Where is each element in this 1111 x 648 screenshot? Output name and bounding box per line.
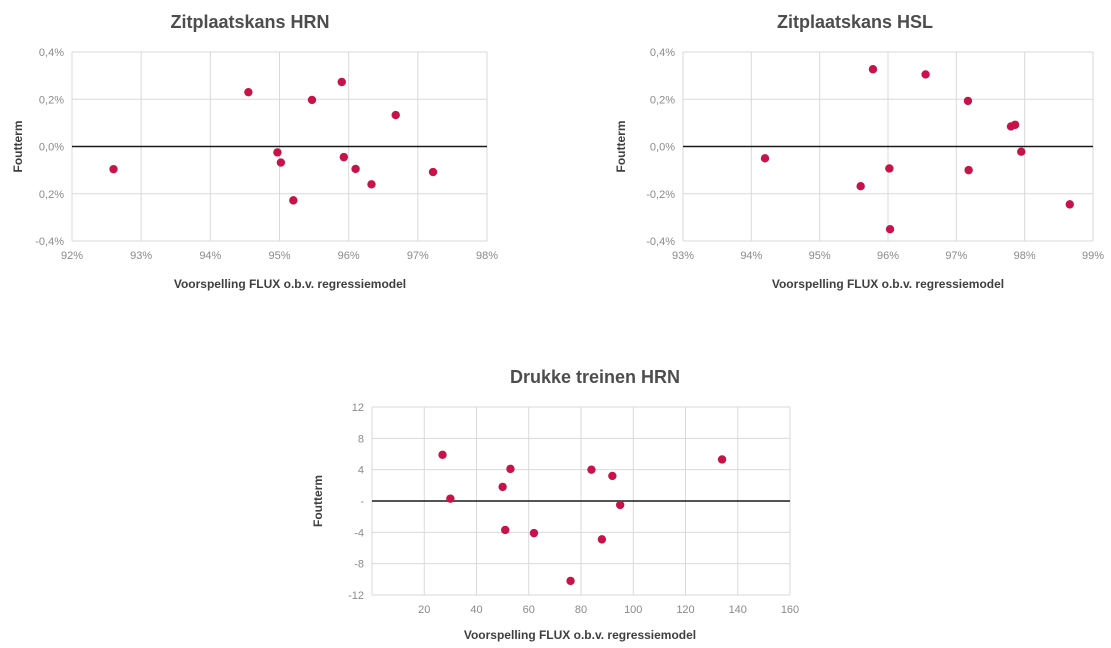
y-tick-label: 12 — [352, 402, 364, 414]
data-point — [367, 180, 376, 189]
x-tick-label: 97% — [945, 250, 967, 262]
data-point — [337, 77, 346, 87]
data-point — [868, 65, 878, 74]
data-point — [428, 167, 438, 177]
data-point — [501, 525, 510, 535]
y-tick-label: 0,0% — [650, 142, 675, 154]
y-tick-label: 0,2% — [39, 189, 64, 201]
x-axis-label: Voorspelling FLUX o.b.v. regressiemodel — [772, 277, 1004, 291]
scatter-plot: 92% 93% 94% 95% 96% 97% 98% 0,4% 0,2% 0,0% 0,2% -0,… — [11, 47, 498, 291]
x-tick-label: 40 — [470, 604, 482, 616]
chart-drukke-treinen-hrn: Drukke treinen HRN 20 40 60 80 100 120 140 160 1… — [300, 355, 810, 648]
chart-title: Zitplaatskans HRN — [170, 12, 330, 32]
x-tick-label: 92% — [61, 250, 83, 262]
y-tick-label: 8 — [358, 433, 364, 445]
y-tick-label: -4 — [354, 527, 364, 539]
x-tick-label: 60 — [523, 604, 535, 616]
y-axis-label: Foutterm — [11, 121, 25, 173]
scatter-plot: 20 40 60 80 100 120 140 160 12 8 4 - -4 -8 -12 Voorspel… — [311, 402, 799, 642]
data-point — [529, 528, 539, 538]
chart-zitplaatskans-hrn: Zitplaatskans HRN 92% 93% 94% 95% 96% 97% 98% 0… — [0, 0, 520, 300]
data-point — [1010, 120, 1020, 129]
x-tick-label: 93% — [130, 250, 152, 262]
y-tick-label: - — [360, 496, 364, 508]
y-axis-label: Foutterm — [311, 475, 325, 527]
x-tick-label: 94% — [199, 250, 221, 262]
data-point — [1065, 200, 1074, 209]
data-point — [964, 165, 973, 175]
y-axis-label: Foutterm — [614, 121, 628, 173]
chart-title: Zitplaatskans HSL — [776, 12, 934, 32]
x-tick-label: 94% — [740, 250, 762, 262]
x-axis-label: Voorspelling FLUX o.b.v. regressiemodel — [464, 628, 696, 642]
y-tick-label: 0,2% — [39, 94, 64, 106]
data-point — [885, 164, 894, 173]
y-tick-label: -0,4% — [646, 236, 675, 248]
data-point — [498, 482, 507, 492]
data-point — [307, 95, 317, 105]
x-tick-label: 99% — [1082, 250, 1104, 262]
data-point — [109, 164, 118, 174]
x-tick-label: 96% — [877, 250, 899, 262]
x-tick-label: 120 — [676, 604, 694, 616]
data-point — [339, 152, 349, 162]
data-point — [587, 465, 596, 474]
x-tick-label: 100 — [624, 604, 642, 616]
data-point — [276, 158, 286, 167]
chart-title: Drukke treinen HRN — [509, 367, 681, 387]
x-axis-label: Voorspelling FLUX o.b.v. regressiemodel — [174, 277, 406, 291]
x-tick-label: 97% — [407, 250, 429, 262]
x-tick-label: 80 — [575, 604, 587, 616]
data-point — [438, 450, 447, 459]
data-point — [351, 164, 360, 174]
x-tick-label: 95% — [268, 250, 290, 262]
y-tick-label: -12 — [348, 590, 364, 602]
data-point — [717, 455, 727, 464]
x-tick-label: 140 — [729, 604, 747, 616]
data-point — [963, 96, 973, 106]
x-tick-label: 95% — [809, 250, 831, 262]
data-point — [760, 154, 770, 163]
data-point — [597, 535, 607, 544]
data-point — [608, 471, 617, 481]
x-tick-label: 160 — [781, 604, 799, 616]
data-point — [566, 576, 575, 586]
x-tick-label: 20 — [418, 604, 430, 616]
data-point — [506, 464, 515, 474]
data-point — [1017, 147, 1026, 156]
y-tick-label: 0,4% — [39, 47, 64, 59]
chart-zitplaatskans-hsl: Zitplaatskans HSL 93% 94% 95% 96% 97% 98% 99% 0… — [600, 0, 1110, 300]
y-tick-label: -0,2% — [646, 189, 675, 201]
data-point — [391, 110, 400, 120]
data-point — [921, 70, 930, 79]
data-point — [289, 196, 298, 205]
x-tick-label: 93% — [672, 250, 694, 262]
y-tick-label: 0,0% — [39, 142, 64, 154]
scatter-plot: 93% 94% 95% 96% 97% 98% 99% 0,4% 0,2% 0,0% -0,2% -0… — [614, 47, 1104, 291]
y-tick-label: 4 — [358, 465, 364, 477]
data-point — [615, 500, 625, 510]
y-tick-label: -8 — [354, 559, 364, 571]
x-tick-label: 98% — [476, 250, 498, 262]
y-tick-label: 0,2% — [650, 94, 675, 106]
x-tick-label: 96% — [338, 250, 360, 262]
y-tick-label: -0,4% — [35, 236, 64, 248]
data-point — [885, 224, 895, 234]
data-point — [244, 87, 253, 97]
y-tick-label: 0,4% — [650, 47, 675, 59]
data-point — [446, 494, 455, 503]
data-point — [273, 148, 282, 157]
x-tick-label: 98% — [1014, 250, 1036, 262]
data-point — [856, 181, 865, 191]
